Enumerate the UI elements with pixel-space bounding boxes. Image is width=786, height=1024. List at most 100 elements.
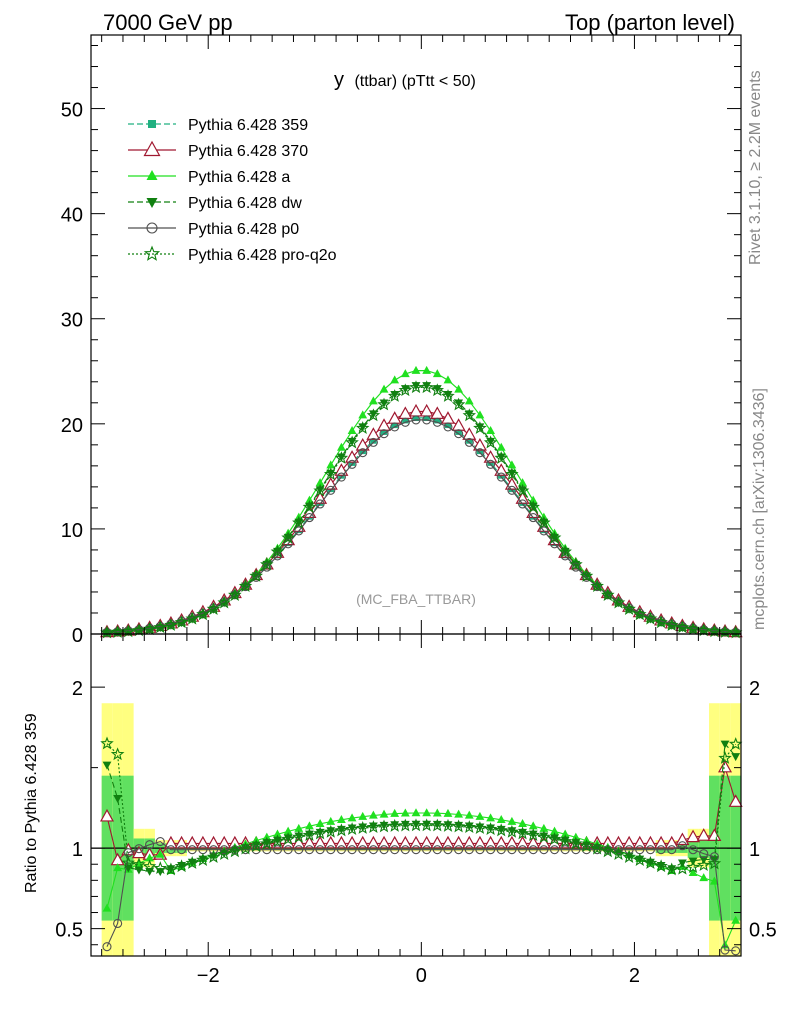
data-point-ppq2o [292,515,306,529]
data-point-p370 [472,437,487,451]
data-point-ppq2o [206,601,221,615]
ratio-point-pdw [337,825,346,834]
ratio-point-p370 [632,835,647,849]
plot-title: y (ttbar) (pTtt < 50) [334,69,476,91]
ratio-point-pdw [539,832,549,841]
ratio-y-tick-label: 0.5 [55,920,83,942]
ratio-point-pa [486,813,495,822]
ratio-point-p370 [185,835,200,849]
ratio-point-ppq2o [387,818,402,832]
ratio-point-pp0 [304,845,314,855]
legend: Pythia 6.428 359 Pythia 6.428 370 Pythia 6… [128,117,337,264]
data-point-pp0 [539,526,549,536]
data-point-pp0 [475,448,485,458]
ratio-point-p370 [419,835,434,849]
data-point-p359 [455,428,462,435]
data-point-pa [518,478,527,487]
data-point-pa [496,442,506,451]
ratio-point-pa [358,811,368,820]
data-point-pp0 [315,499,325,509]
ratio-point-pdw [486,824,495,833]
data-point-ppq2o [377,397,391,411]
data-point-ppq2o [473,421,487,435]
data-point-p370 [355,437,370,451]
ratio-point-ppq2o [217,847,231,861]
ratio-point-p370 [526,835,541,849]
data-point-pdw [379,399,389,408]
ratio-point-ppq2o [334,823,349,837]
data-point-pp0 [390,422,400,432]
ratio-point-ppq2o [515,826,530,840]
ratio-point-pdw [390,821,400,830]
ratio-point-pdw [603,846,613,855]
data-point-pp0 [358,448,368,458]
ratio-point-p370 [408,835,424,849]
analysis-label: (MC_FBA_TTBAR) [356,591,476,607]
ratio-point-pp0 [294,845,304,855]
data-point-pdw [358,423,368,432]
ratio-point-pp0 [624,845,634,855]
ratio-point-pp0 [443,845,453,855]
ratio-point-pp0 [368,845,378,855]
ratio-point-ppq2o [728,737,743,750]
ratio-point-pp0 [177,845,187,855]
data-point-pp0 [411,415,421,425]
ratio-point-pdw [315,828,325,837]
data-point-p370 [366,427,381,440]
ratio-point-p370 [323,835,338,849]
ratio-point-pp0 [656,845,666,855]
data-point-p359 [434,417,441,424]
ratio-point-pp0 [102,942,112,952]
data-point-pp0 [454,429,464,439]
ratio-point-pp0 [113,918,123,929]
ratio-series-pa [102,808,741,949]
ratio-point-ppq2o [526,828,540,842]
data-point-ppq2o [409,380,423,394]
ratio-point-ppq2o [622,849,636,863]
ratio-point-pp0 [464,845,474,855]
ratio-line-pp0 [106,840,736,952]
ratio-point-ppq2o [260,836,274,850]
ratio-point-ppq2o [313,826,327,840]
ratio-point-pa [145,853,155,862]
ratio-point-pdw [283,834,293,843]
ratio-point-ppq2o [377,819,391,833]
ratio-point-p370 [398,835,413,849]
legend-item-p370: Pythia 6.428 370 [128,140,308,160]
ratio-point-pp0 [475,845,485,855]
legend-item-ppq2o: Pythia 6.428 pro-q2o [128,245,337,264]
ratio-point-ppq2o [323,824,338,838]
ratio-point-ppq2o [569,836,583,850]
ratio-point-pp0 [432,845,442,855]
ratio-point-pa [507,816,517,825]
uncertainty-band [101,703,741,956]
data-point-ppq2o [281,530,295,544]
data-point-pp0 [336,472,346,482]
ratio-point-pdw [720,740,730,749]
ratio-point-pp0 [208,845,219,855]
legend-marker [146,170,158,180]
ratio-point-pdw [571,839,581,848]
ratio-point-pp0 [315,845,325,855]
data-point-pa [315,478,325,487]
data-point-ppq2o [164,618,178,631]
ratio-point-pdw [294,832,304,841]
ratio-point-pdw [560,836,570,845]
ratio-point-pp0 [613,845,624,855]
data-point-pp0 [592,582,602,592]
ratio-point-p370 [664,835,679,849]
ratio-point-p370 [654,835,669,849]
ratio-point-pdw [550,834,559,843]
data-point-ppq2o [238,579,253,593]
data-point-p359 [444,421,452,429]
ratio-point-pdw [411,820,421,829]
ratio-point-p370 [291,835,306,849]
ratio-point-pa [464,810,474,819]
ratio-point-p370 [163,835,178,849]
ratio-point-ppq2o [196,852,210,866]
data-point-pp0 [464,437,474,447]
data-point-pp0 [347,459,357,469]
ratio-point-ppq2o [100,736,114,750]
ratio-point-pa [496,815,506,824]
